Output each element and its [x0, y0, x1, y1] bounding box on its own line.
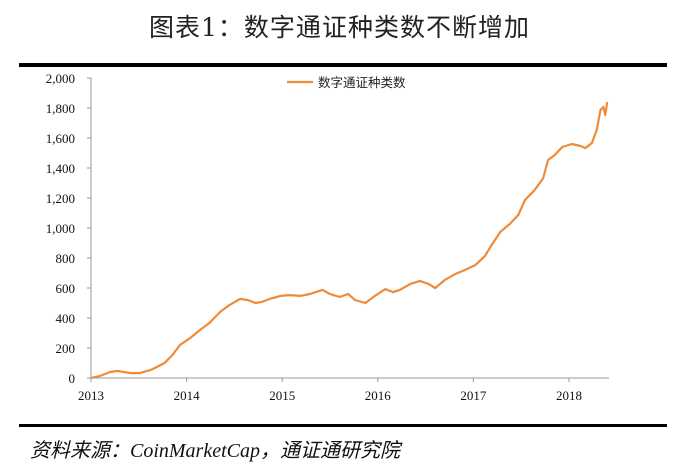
- source-rule: [19, 424, 667, 427]
- y-tick-label: 400: [56, 311, 76, 326]
- y-tick-label: 1,600: [46, 131, 75, 146]
- y-tick-label: 1,000: [46, 221, 75, 236]
- y-tick-label: 1,800: [46, 101, 75, 116]
- x-tick-label: 2018: [556, 388, 582, 403]
- x-tick-label: 2013: [78, 388, 104, 403]
- title-rule: [19, 63, 667, 67]
- figure-title: 图表1：数字通证种类数不断增加: [149, 13, 530, 42]
- legend-label: 数字通证种类数: [318, 75, 406, 90]
- y-tick-label: 800: [56, 251, 76, 266]
- y-tick-label: 1,400: [46, 161, 75, 176]
- y-tick-label: 600: [56, 281, 76, 296]
- y-tick-label: 2,000: [46, 71, 75, 86]
- x-tick-label: 2015: [269, 388, 295, 403]
- y-tick-label: 200: [56, 341, 76, 356]
- source-note: 资料来源：CoinMarketCap，通证通研究院: [30, 440, 400, 462]
- x-tick-label: 2016: [365, 388, 392, 403]
- x-tick-label: 2017: [460, 388, 487, 403]
- y-tick-label: 1,200: [46, 191, 75, 206]
- x-tick-label: 2014: [174, 388, 201, 403]
- series-line: [90, 101, 609, 380]
- y-tick-label: 0: [69, 371, 76, 386]
